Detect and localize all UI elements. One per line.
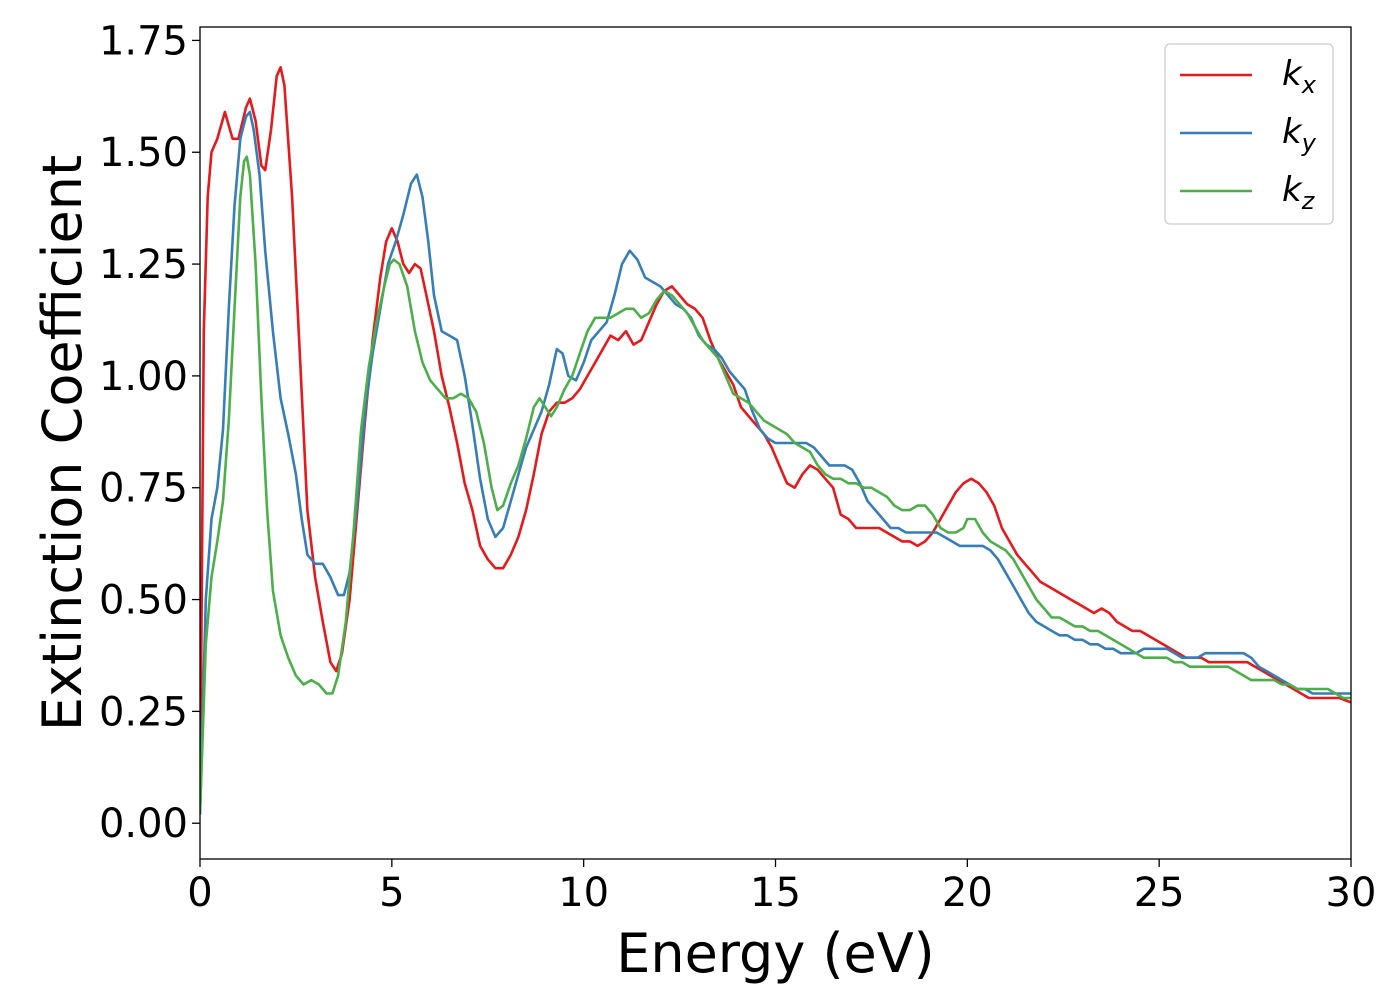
y-tick-label: 0.75 xyxy=(99,466,188,512)
legend-label-k-y: ky xyxy=(1282,112,1317,157)
axis-ticks: 0 5 10 15 20 25 30 0.00 0.25 0.50 0.75 1.00 1.25 1.50… xyxy=(99,18,1377,916)
x-axis-title: Energy (eV) xyxy=(616,922,935,985)
x-tick-label: 20 xyxy=(942,870,993,916)
y-axis-title: Extinction Coefficient xyxy=(31,155,94,731)
x-tick-label: 30 xyxy=(1326,870,1377,916)
x-tick-label: 25 xyxy=(1134,870,1185,916)
y-tick-label: 0.00 xyxy=(99,801,188,847)
legend-label-k-x: kx xyxy=(1282,54,1317,99)
y-tick-label: 0.50 xyxy=(99,578,188,624)
legend: kx ky kz xyxy=(1164,43,1334,225)
x-tick-label: 0 xyxy=(187,870,212,916)
y-tick-label: 1.50 xyxy=(99,130,188,176)
series-line-k-y xyxy=(200,110,1351,815)
plot-lines xyxy=(200,66,1351,815)
x-tick-label: 15 xyxy=(750,870,801,916)
x-tick-label: 10 xyxy=(558,870,609,916)
x-tick-label: 5 xyxy=(379,870,404,916)
y-tick-label: 1.25 xyxy=(99,242,188,288)
y-tick-label: 1.75 xyxy=(99,18,188,64)
series-line-k-z xyxy=(200,155,1351,815)
legend-label-k-z: kz xyxy=(1282,170,1316,215)
y-tick-label: 0.25 xyxy=(99,689,188,735)
y-tick-label: 1.00 xyxy=(99,354,188,400)
